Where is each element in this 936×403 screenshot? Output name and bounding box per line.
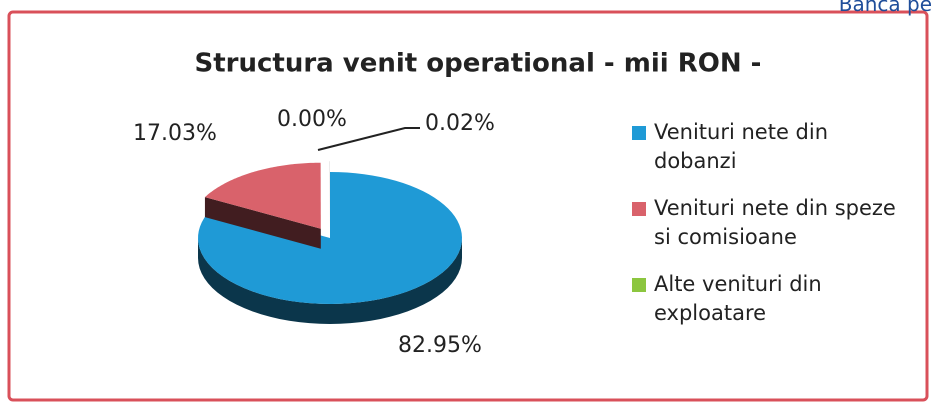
legend-label: Venituri nete din speze si comisioane <box>654 196 896 249</box>
legend-swatch <box>632 278 646 292</box>
legend-swatch <box>632 126 646 140</box>
leader-line <box>317 127 420 151</box>
legend-swatch <box>632 202 646 216</box>
legend-item: Venituri nete din dobanzi <box>632 118 912 176</box>
legend-item: Alte venituri din exploatare <box>632 270 912 328</box>
chart-title: Structura venit operational - mii RON - <box>195 49 762 79</box>
data-label: 0.02% <box>425 111 495 136</box>
pie-slice-cut <box>204 197 321 249</box>
legend-label: Alte venituri din exploatare <box>654 272 822 325</box>
pie-slice <box>198 172 462 304</box>
legend-label: Venituri nete din dobanzi <box>654 120 829 173</box>
pie-slice-side <box>198 238 462 324</box>
legend: Venituri nete din dobanzi Venituri nete d… <box>632 118 912 346</box>
data-label: 82.95% <box>398 333 482 358</box>
chart-border <box>7 10 929 402</box>
data-label: 0.00% <box>277 107 347 132</box>
pie-slice <box>204 162 321 229</box>
data-label: 17.03% <box>133 121 217 146</box>
header-fragment: Banca pe <box>838 0 932 16</box>
legend-item: Venituri nete din speze si comisioane <box>632 194 912 252</box>
